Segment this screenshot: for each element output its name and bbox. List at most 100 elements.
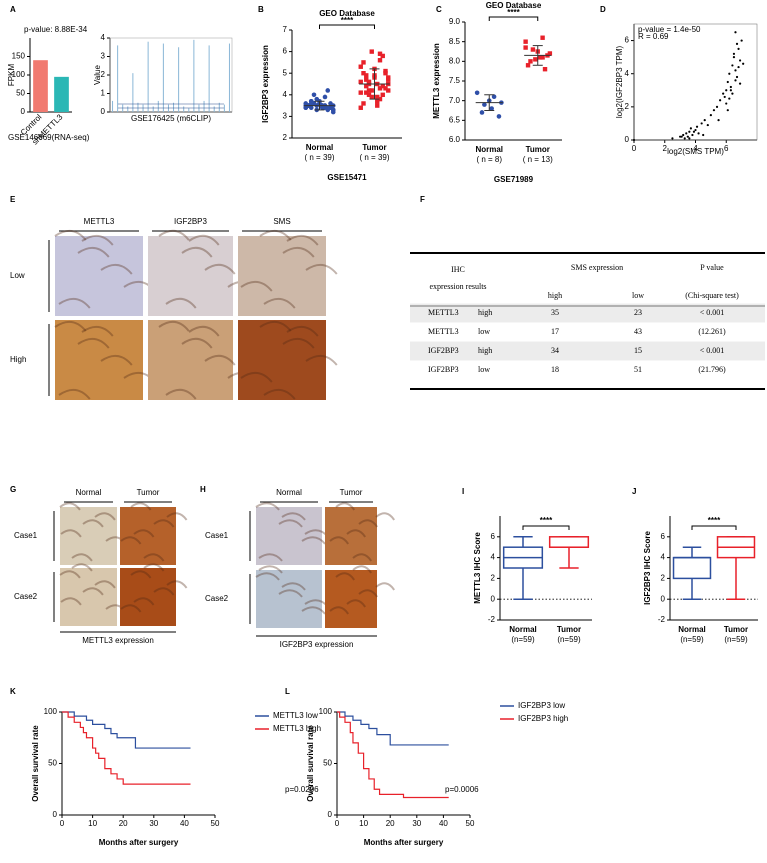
significance-bracket — [319, 24, 375, 29]
data-point — [322, 94, 328, 100]
x-axis-label: GSE146669(RNA-seq) — [8, 133, 90, 142]
data-point — [375, 99, 380, 104]
y-tick-label: 150 — [12, 52, 26, 61]
data-point — [540, 55, 545, 60]
ihc-image — [60, 568, 117, 626]
data-point — [632, 138, 636, 142]
tissue-texture — [188, 234, 220, 246]
panel-letter: D — [600, 5, 606, 14]
data-point — [723, 95, 726, 99]
y-axis-label: IGF2BP3 IHC Score — [643, 531, 652, 605]
data-point — [482, 102, 487, 107]
y-tick-label: 7 — [283, 25, 288, 34]
data-point — [680, 135, 683, 138]
data-point — [533, 57, 538, 62]
y-tick-label: 7.5 — [449, 76, 461, 85]
y-tick-label: 4 — [491, 553, 496, 562]
data-point — [694, 128, 697, 132]
x-tick-label: Normal — [678, 625, 706, 634]
survival-curve — [337, 711, 449, 746]
data-point — [386, 88, 391, 93]
ihc-image — [256, 570, 322, 628]
panel-letter: J — [632, 487, 636, 496]
y-tick-label: 9.0 — [449, 17, 461, 26]
significance-label: **** — [540, 516, 553, 525]
panel-letter: C — [436, 5, 442, 14]
panel-letter: I — [462, 487, 464, 496]
panel-letter: E — [10, 195, 16, 204]
y-tick-label: 8.0 — [449, 56, 461, 65]
data-point — [380, 92, 385, 97]
tissue-texture — [82, 587, 104, 596]
tissue-texture — [100, 354, 133, 366]
tissue-texture — [278, 519, 303, 528]
y-tick-label: 0 — [661, 594, 666, 603]
data-point — [682, 133, 685, 137]
table-cell: IGF2BP3 — [428, 365, 459, 374]
data-point — [383, 68, 388, 74]
data-point — [377, 51, 383, 56]
tissue-texture — [188, 325, 220, 337]
x-tick-label: 10 — [359, 819, 368, 828]
tissue-texture — [133, 529, 155, 538]
table-cell: 18 — [551, 365, 559, 374]
y-tick-label: 4 — [283, 90, 288, 99]
column-label: Tumor — [340, 488, 363, 497]
y-axis-label: log2(IGF2BP3 TPM) — [615, 46, 624, 119]
y-tick-label: 3 — [283, 112, 288, 121]
data-point — [728, 72, 731, 75]
data-point — [709, 114, 712, 117]
row-label: Case2 — [14, 592, 38, 601]
data-point — [726, 109, 729, 112]
table-cell: low — [478, 327, 490, 336]
data-point — [732, 56, 736, 59]
tissue-texture — [143, 553, 165, 562]
tissue-texture — [305, 263, 338, 275]
y-tick-label: 50 — [323, 759, 332, 768]
data-point — [735, 75, 739, 79]
data-point — [380, 53, 385, 59]
y-tick-label: 2 — [101, 70, 106, 79]
y-axis-label: Value — [93, 65, 102, 85]
data-point — [738, 82, 742, 85]
tissue-texture — [204, 354, 236, 366]
y-axis-label: METTL3 IHC Score — [473, 532, 482, 604]
tissue-texture — [77, 337, 110, 349]
x-tick-label: 10 — [88, 819, 97, 828]
x-axis-label: GSE176425 (m6CLIP) — [131, 114, 211, 123]
tissue-texture — [329, 606, 350, 615]
caption: METTL3 expression — [82, 636, 154, 645]
tissue-texture — [255, 502, 280, 511]
y-tick-label: 2 — [491, 574, 496, 583]
tissue-texture — [120, 604, 142, 613]
table-cell: 34 — [551, 346, 559, 355]
x-tick-label: Tumor — [526, 145, 550, 154]
y-tick-label: 6 — [661, 532, 666, 541]
bar — [33, 60, 48, 112]
data-point — [729, 89, 732, 92]
data-point — [366, 88, 372, 93]
panel-letter: H — [200, 485, 206, 494]
data-point — [380, 83, 385, 89]
data-point — [383, 86, 388, 91]
y-tick-label: 6.5 — [449, 115, 461, 124]
column-label: METTL3 — [84, 217, 115, 226]
data-point — [361, 71, 366, 76]
significance-bracket — [522, 525, 570, 530]
table-header: (Chi-square test) — [685, 291, 739, 300]
table-cell: < 0.001 — [700, 346, 725, 355]
survival-curve — [62, 711, 191, 785]
x-axis-label: log2(SMS TPM) — [667, 147, 724, 156]
x-tick-label: 30 — [149, 819, 158, 828]
data-point — [319, 105, 325, 111]
data-point — [547, 51, 553, 56]
data-point — [523, 45, 528, 50]
x-tick-sublabel: ( n = 13) — [523, 155, 553, 164]
tissue-texture — [59, 502, 81, 511]
data-point — [738, 59, 742, 62]
tissue-texture — [158, 320, 190, 332]
data-point — [725, 102, 728, 105]
tissue-texture — [335, 572, 356, 581]
column-label: Tumor — [137, 488, 160, 497]
table-cell: 35 — [551, 308, 559, 317]
